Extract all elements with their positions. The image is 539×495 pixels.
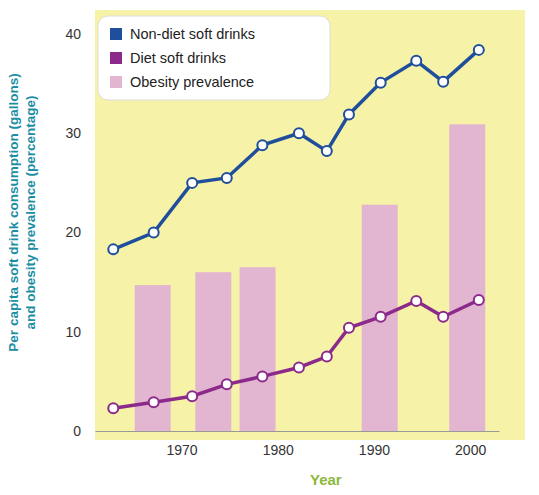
marker xyxy=(222,379,232,389)
marker xyxy=(149,397,159,407)
marker xyxy=(322,146,332,156)
x-axis-title: Year xyxy=(310,471,342,488)
y-tick: 30 xyxy=(65,125,95,141)
marker xyxy=(294,128,304,138)
legend-swatch xyxy=(110,52,122,64)
plot-background xyxy=(95,10,525,440)
marker xyxy=(344,323,354,333)
y-tick: 20 xyxy=(65,224,95,240)
y-tick: 40 xyxy=(65,26,95,42)
x-tick: 2000 xyxy=(455,431,486,458)
y-tick: 0 xyxy=(73,423,95,439)
y-tick: 10 xyxy=(65,324,95,340)
bar xyxy=(195,272,231,431)
legend-label: Non-diet soft drinks xyxy=(130,26,255,42)
marker xyxy=(438,312,448,322)
y-tick-label: 10 xyxy=(65,324,81,340)
marker xyxy=(187,178,197,188)
marker xyxy=(108,244,118,254)
bar xyxy=(449,124,485,431)
bar-series xyxy=(135,124,486,431)
markers xyxy=(108,295,484,413)
y-axis-line xyxy=(95,35,96,432)
legend-box xyxy=(98,16,330,100)
marker xyxy=(438,77,448,87)
x-tick: 1980 xyxy=(263,431,294,458)
y-tick-label: 0 xyxy=(73,423,81,439)
y-tick-label: 40 xyxy=(65,26,81,42)
marker xyxy=(376,78,386,88)
legend-swatch xyxy=(110,76,122,88)
marker xyxy=(322,352,332,362)
marker xyxy=(187,391,197,401)
marker xyxy=(376,312,386,322)
x-tick-label: 2000 xyxy=(455,442,486,458)
y-axis-title: Per capita soft drink consumption (gallo… xyxy=(6,73,21,351)
marker xyxy=(474,45,484,55)
chart: 1970 1980 1990 2000 0 10 20 30 40 Year Per capita … xyxy=(0,0,539,495)
y-axis-title: and obesity prevalence (percentage) xyxy=(23,95,38,329)
marker xyxy=(108,403,118,413)
x-tick: 1970 xyxy=(166,431,197,458)
y-tick-label: 20 xyxy=(65,224,81,240)
marker xyxy=(294,362,304,372)
x-tick: 1990 xyxy=(359,431,390,458)
marker xyxy=(344,109,354,119)
line xyxy=(113,300,479,408)
x-axis-line xyxy=(96,431,500,432)
legend-label: Obesity prevalence xyxy=(130,74,254,90)
bar xyxy=(135,285,171,431)
y-tick-label: 30 xyxy=(65,125,81,141)
x-tick-label: 1980 xyxy=(263,442,294,458)
marker xyxy=(257,371,267,381)
plot-area xyxy=(108,45,485,431)
marker xyxy=(474,295,484,305)
y-axis: 0 10 20 30 40 xyxy=(65,26,95,439)
x-tick-label: 1990 xyxy=(359,442,390,458)
x-axis: 1970 1980 1990 2000 xyxy=(96,431,500,458)
legend-label: Diet soft drinks xyxy=(130,50,226,66)
bar xyxy=(240,267,276,431)
marker xyxy=(149,228,159,238)
marker xyxy=(257,140,267,150)
marker xyxy=(222,173,232,183)
legend: Non-diet soft drinks Diet soft drinks Obes… xyxy=(98,16,330,100)
legend-swatch xyxy=(110,28,122,40)
x-tick-label: 1970 xyxy=(166,442,197,458)
marker xyxy=(411,296,421,306)
marker xyxy=(411,56,421,66)
bar xyxy=(362,205,398,431)
